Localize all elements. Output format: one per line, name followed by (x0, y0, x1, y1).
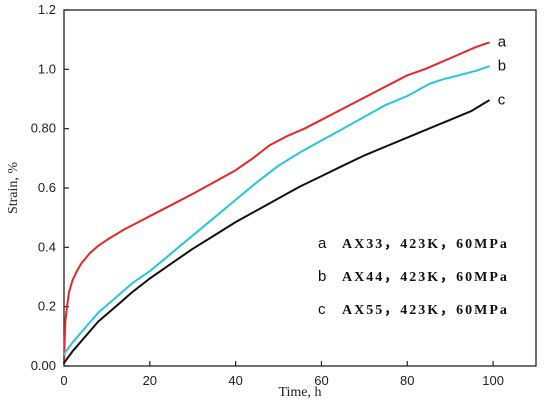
legend-key-b: b (318, 268, 326, 285)
y-tick-label: 0.00 (31, 358, 56, 373)
x-axis-ticks: 0 20 40 60 80 100 (60, 361, 504, 388)
series-line-a (63, 41, 490, 362)
y-tick-label: 0.80 (31, 121, 56, 136)
x-axis-title: Time, h (278, 385, 321, 400)
series-end-label-a: a (498, 34, 507, 51)
y-axis-ticks: 0.00 0.2 0.4 0.6 0.80 1.0 1.2 (31, 2, 69, 373)
legend-key-c: c (318, 301, 326, 318)
x-tick-label: 80 (400, 373, 414, 388)
legend-key-a: a (318, 235, 327, 252)
series-end-label-b: b (498, 57, 506, 74)
x-tick-label: 60 (314, 373, 328, 388)
series-lines (63, 41, 490, 364)
x-tick-label: 0 (60, 373, 67, 388)
legend-entry-c: AX55，423K，60MPa (342, 303, 509, 318)
x-tick-label: 100 (482, 373, 504, 388)
y-tick-label: 0.2 (38, 299, 56, 314)
legend-entry-b: AX44，423K，60MPa (342, 270, 509, 285)
series-line-b (63, 65, 490, 356)
legend: a AX33，423K，60MPa b AX44，423K，60MPa c AX55，42… (318, 235, 509, 318)
y-tick-label: 1.2 (38, 2, 56, 17)
y-tick-label: 0.4 (38, 239, 56, 254)
y-tick-label: 1.0 (38, 61, 56, 76)
y-tick-label: 0.6 (38, 180, 56, 195)
series-end-labels: abc (498, 34, 507, 109)
y-axis-title: Strain, % (6, 162, 21, 214)
series-line-c (63, 99, 490, 364)
x-tick-label: 20 (143, 373, 157, 388)
legend-entry-a: AX33，423K，60MPa (342, 237, 509, 252)
series-end-label-c: c (498, 91, 506, 108)
x-tick-label: 40 (228, 373, 242, 388)
